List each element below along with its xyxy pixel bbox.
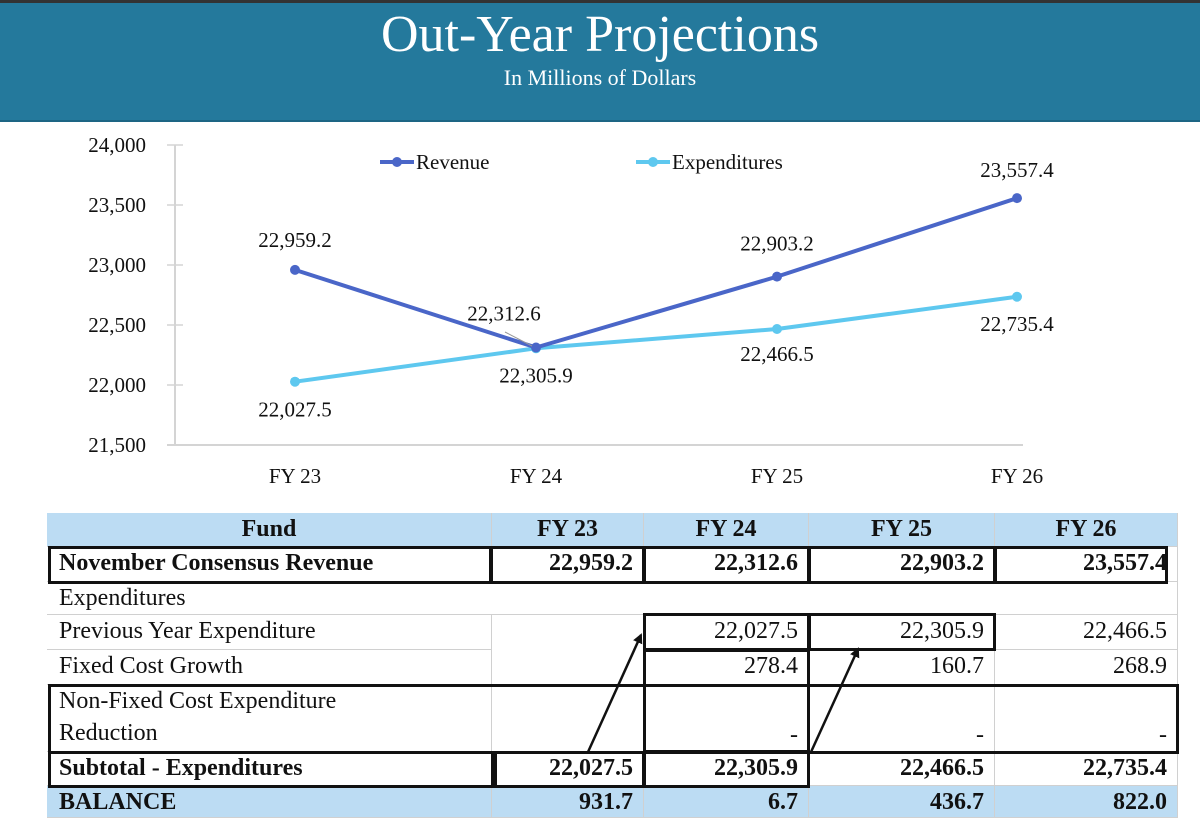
revenue-line (294, 196, 1018, 350)
revenue-point (290, 264, 300, 275)
table-cell: 22,735.4 (995, 752, 1178, 786)
expenditures-data-label: 22,735.4 (980, 312, 1054, 336)
leader-line (504, 331, 533, 347)
y-tick-label: 22,500 (88, 313, 146, 337)
table-cell: 22,903.2 (809, 547, 995, 582)
table-cell: 822.0 (995, 786, 1178, 818)
revenue-point (1012, 193, 1022, 204)
table-cell: 436.7 (809, 786, 995, 818)
arrow-icon (809, 647, 860, 753)
table-row-label: Non-Fixed Cost Expenditure Reduction (47, 685, 492, 752)
x-tick-label: FY 26 (991, 464, 1043, 488)
table-cell: 22,466.5 (809, 752, 995, 786)
table-row-label: BALANCE (47, 786, 492, 818)
y-tick-label: 22,000 (88, 373, 146, 397)
revenue-point (772, 271, 782, 282)
column-header: FY 24 (644, 513, 809, 547)
expenditures-point (1012, 291, 1022, 302)
y-tick-label: 23,500 (88, 193, 146, 217)
table-row-label-line: Non-Fixed Cost Expenditure (59, 688, 337, 714)
revenue-data-label: 22,312.6 (467, 301, 541, 325)
expenditures-legend-label: Expenditures (672, 150, 783, 174)
revenue-point (531, 342, 541, 353)
column-header: FY 26 (995, 513, 1178, 547)
y-tick-label: 21,500 (88, 433, 146, 457)
table-cell: 23,557.4 (995, 547, 1178, 582)
table-row-label: Expenditures (47, 582, 1178, 615)
arrow-overlay (586, 633, 860, 753)
expenditures-line (294, 294, 1018, 384)
revenue-legend-label: Revenue (416, 150, 489, 174)
revenue-data-label: 22,903.2 (740, 232, 814, 256)
expenditures-data-label: 22,027.5 (258, 398, 332, 422)
top-border (0, 0, 1200, 3)
expenditures-legend-marker (648, 157, 658, 167)
table-cell: 6.7 (644, 786, 809, 818)
table-cell: 22,466.5 (995, 615, 1178, 650)
arrow-icon (586, 633, 643, 753)
revenue-data-label: 23,557.4 (980, 158, 1054, 182)
expenditures-point (772, 324, 782, 335)
table-row-label: Previous Year Expenditure (47, 615, 492, 650)
y-tick-label: 24,000 (88, 133, 146, 157)
revenue-legend-marker (392, 157, 402, 167)
revenue-data-label: 22,959.2 (258, 228, 332, 252)
page-subtitle: In Millions of Dollars (503, 65, 697, 90)
table-cell: 931.7 (492, 786, 644, 818)
page-title: Out-Year Projections (380, 6, 820, 63)
expenditures-point (290, 376, 300, 387)
expenditures-data-label: 22,466.5 (740, 342, 814, 366)
x-tick-label: FY 23 (269, 464, 321, 488)
x-tick-label: FY 24 (510, 464, 563, 488)
table-row-label-line: Reduction (59, 720, 158, 746)
x-tick-label: FY 25 (751, 464, 803, 488)
expenditures-data-label: 22,305.9 (499, 363, 573, 387)
y-tick-label: 23,000 (88, 253, 146, 277)
line-chart: 21,500 22,000 22,500 23,000 23,500 24,000 FY 2… (88, 133, 1054, 488)
title-banner: Out-Year Projections In Millions of Doll… (0, 3, 1200, 122)
